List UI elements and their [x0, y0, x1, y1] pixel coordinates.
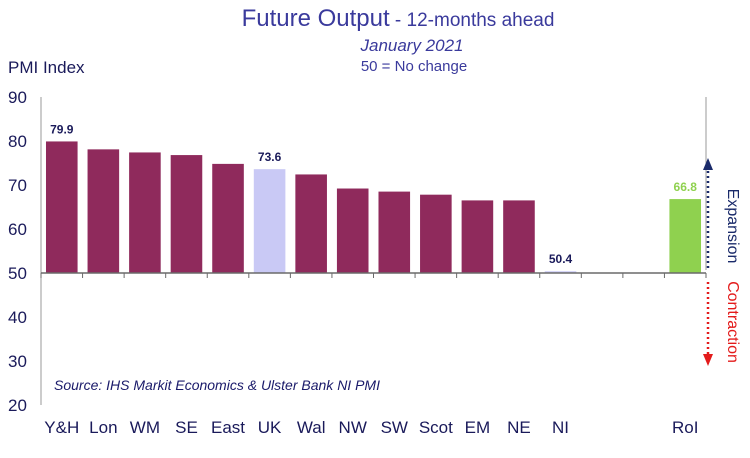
x-tick-label: East	[211, 418, 245, 437]
y-tick-label: 40	[8, 308, 27, 327]
expansion-label: Expansion	[724, 189, 741, 264]
x-tick-label: NW	[339, 418, 367, 437]
x-tick-label: UK	[258, 418, 282, 437]
expansion-arrow-icon	[703, 158, 713, 268]
y-tick-label: 80	[8, 132, 27, 151]
y-tick-label: 30	[8, 352, 27, 371]
data-label: 73.6	[258, 150, 282, 164]
bar	[170, 155, 203, 273]
source-note: Source: IHS Markit Economics & Ulster Ba…	[54, 377, 380, 393]
x-tick-label: SE	[175, 418, 198, 437]
x-tick-label: NI	[552, 418, 569, 437]
chart-note: 50 = No change	[361, 58, 467, 75]
chart-subtitle: January 2021	[359, 36, 463, 55]
contraction-arrow-icon	[703, 282, 713, 366]
bar	[336, 188, 369, 273]
x-tick-label: RoI	[672, 418, 698, 437]
x-tick-label: WM	[130, 418, 160, 437]
bar	[461, 200, 494, 273]
bar	[669, 199, 702, 273]
bar	[295, 174, 327, 273]
x-tick-label: SW	[381, 418, 408, 437]
x-tick-label: Lon	[89, 418, 117, 437]
chart-title-suffix: - 12-months ahead	[390, 10, 555, 31]
data-label: 66.8	[674, 180, 698, 194]
bar	[87, 149, 120, 273]
bar	[129, 152, 161, 273]
x-tick-label: NE	[507, 418, 531, 437]
x-tick-label: Y&H	[44, 418, 79, 437]
bar	[503, 200, 535, 273]
y-tick-labels: 20 30 40 50 60 70 80 90	[8, 88, 27, 415]
data-label: 79.9	[50, 122, 74, 136]
bar	[420, 194, 452, 273]
bar	[544, 271, 577, 273]
chart-title: Future Output - 12-months ahead	[242, 5, 555, 32]
data-label: 50.4	[549, 252, 573, 266]
x-tick-labels: Y&H Lon WM SE East UK Wal NW SW Scot EM NE NI RoI	[44, 418, 698, 437]
y-tick-label: 20	[8, 396, 27, 415]
category-tick-marks	[40, 273, 707, 278]
y-axis-label: PMI Index	[8, 58, 85, 77]
bar	[378, 191, 411, 273]
y-tick-label: 90	[8, 88, 27, 107]
bar	[45, 141, 78, 273]
bar-series	[45, 141, 702, 273]
y-tick-label: 60	[8, 220, 27, 239]
y-tick-label: 50	[8, 264, 27, 283]
chart-title-main: Future Output	[242, 5, 390, 32]
x-tick-label: Scot	[419, 418, 453, 437]
x-tick-label: Wal	[297, 418, 326, 437]
x-tick-label: EM	[465, 418, 491, 437]
data-labels: 79.9 73.6 50.4 66.8	[50, 122, 697, 266]
bar	[253, 169, 286, 273]
bar	[212, 163, 244, 273]
contraction-label: Contraction	[724, 281, 741, 363]
y-tick-label: 70	[8, 176, 27, 195]
